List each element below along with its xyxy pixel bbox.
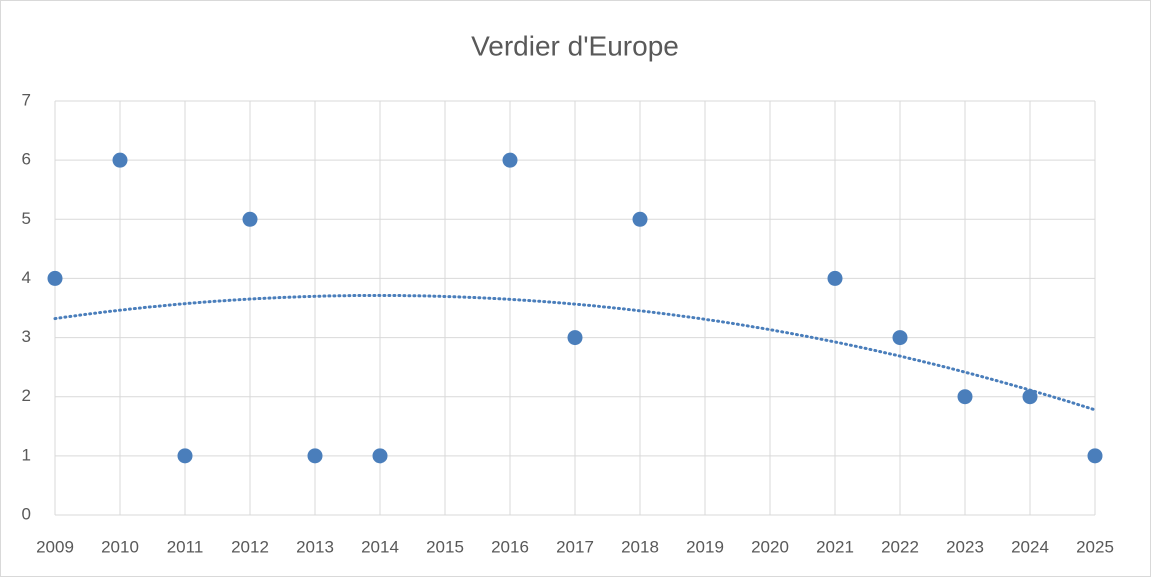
x-tick-label: 2016: [491, 537, 529, 556]
x-tick-label: 2021: [816, 537, 854, 556]
point: [632, 211, 648, 227]
point: [242, 211, 258, 227]
point: [892, 330, 908, 346]
point: [827, 270, 843, 286]
x-tick-label: 2014: [361, 537, 399, 556]
y-tick-label: 4: [22, 268, 31, 287]
y-tick-label: 6: [22, 150, 31, 169]
x-tick-label: 2018: [621, 537, 659, 556]
y-tick-label: 3: [22, 327, 31, 346]
point: [47, 270, 63, 286]
point: [957, 389, 973, 405]
point: [112, 152, 128, 168]
point: [307, 448, 323, 464]
y-tick-label: 7: [22, 90, 31, 109]
point: [567, 330, 583, 346]
x-tick-label: 2010: [101, 537, 139, 556]
x-tick-label: 2020: [751, 537, 789, 556]
x-tick-label: 2013: [296, 537, 334, 556]
x-tick-label: 2025: [1076, 537, 1114, 556]
x-tick-label: 2012: [231, 537, 269, 556]
chart-title: Verdier d'Europe: [471, 30, 679, 61]
x-tick-label: 2009: [36, 537, 74, 556]
y-tick-label: 2: [22, 386, 31, 405]
x-tick-label: 2019: [686, 537, 724, 556]
y-tick-label: 0: [22, 504, 31, 523]
point: [177, 448, 193, 464]
x-tick-label: 2023: [946, 537, 984, 556]
point: [1022, 389, 1038, 405]
x-tick-label: 2015: [426, 537, 464, 556]
point: [502, 152, 518, 168]
x-tick-label: 2022: [881, 537, 919, 556]
point: [372, 448, 388, 464]
point: [1087, 448, 1103, 464]
trendline: [53, 293, 1097, 412]
x-tick-label: 2024: [1011, 537, 1049, 556]
y-tick-label: 1: [22, 445, 31, 464]
x-tick-label: 2011: [167, 537, 204, 556]
y-tick-label: 5: [22, 209, 31, 228]
x-tick-label: 2017: [556, 537, 594, 556]
